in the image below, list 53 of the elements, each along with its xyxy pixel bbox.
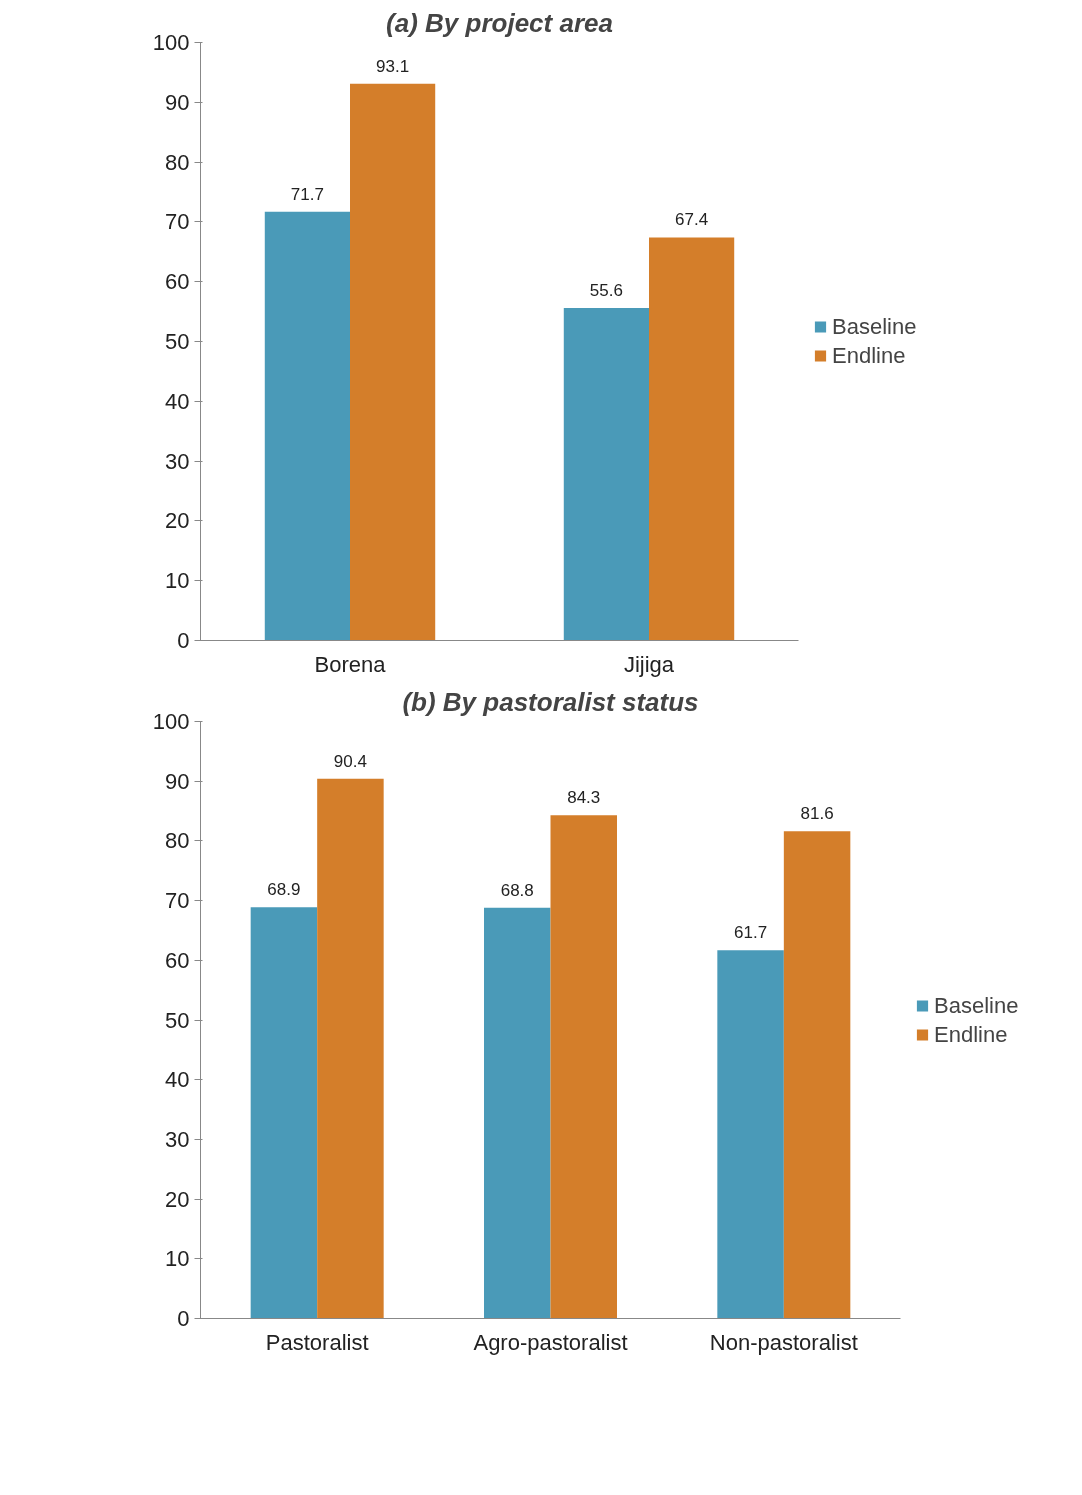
- data-label: 55.6: [589, 281, 623, 301]
- x-tick-label: Non-pastoralist: [709, 1329, 858, 1355]
- data-label: 68.9: [267, 880, 301, 900]
- bar: [250, 907, 318, 1319]
- legend-label: Endline: [832, 342, 906, 369]
- bar: [783, 831, 851, 1319]
- bar: [550, 815, 617, 1319]
- y-tick-label: 80: [165, 828, 190, 854]
- y-tick-label: 10: [165, 1246, 190, 1272]
- bar: [350, 83, 436, 641]
- bar: [649, 237, 735, 641]
- data-label: 90.4: [333, 751, 367, 771]
- legend-label: Baseline: [934, 992, 1019, 1018]
- x-tick-label: Agro-pastoralist: [473, 1329, 628, 1355]
- y-tick-label: 30: [165, 448, 190, 474]
- bar: [317, 778, 384, 1319]
- data-label: 68.8: [500, 880, 534, 900]
- legend-label: Endline: [934, 1021, 1008, 1047]
- data-label: 67.4: [675, 210, 709, 230]
- y-tick-label: 70: [165, 209, 190, 235]
- y-tick-label: 50: [165, 1007, 190, 1033]
- y-tick-label: 90: [165, 768, 190, 794]
- y-tick-label: 10: [165, 568, 190, 594]
- y-tick-label: 40: [165, 1067, 190, 1093]
- y-tick-label: 90: [165, 89, 190, 115]
- y-tick-label: 20: [165, 508, 190, 534]
- chart-title: (a) By project area: [386, 7, 613, 38]
- y-tick-label: 50: [165, 329, 190, 354]
- bar: [563, 308, 649, 641]
- y-tick-label: 30: [165, 1126, 190, 1152]
- y-tick-label: 0: [177, 628, 190, 653]
- x-tick-label: Jijiga: [623, 651, 675, 677]
- x-tick-label: Pastoralist: [265, 1329, 369, 1355]
- bar: [717, 950, 784, 1319]
- legend-label: Baseline: [832, 313, 917, 340]
- y-tick-label: 0: [177, 1306, 190, 1331]
- data-label: 61.7: [734, 923, 768, 943]
- data-label: 84.3: [567, 788, 601, 808]
- data-label: 81.6: [800, 804, 834, 824]
- chart-title: (b) By pastoralist status: [402, 686, 699, 717]
- bar: [484, 907, 551, 1319]
- y-tick-label: 100: [152, 30, 190, 55]
- y-tick-label: 60: [165, 947, 190, 973]
- x-tick-label: Borena: [314, 651, 387, 677]
- bar: [264, 211, 350, 641]
- y-tick-label: 100: [152, 709, 190, 734]
- y-tick-label: 40: [165, 388, 190, 414]
- data-label: 93.1: [376, 56, 410, 76]
- data-label: 71.7: [290, 184, 324, 204]
- y-tick-label: 60: [165, 269, 190, 295]
- y-tick-label: 70: [165, 888, 190, 914]
- y-tick-label: 80: [165, 149, 190, 175]
- y-tick-label: 20: [165, 1186, 190, 1212]
